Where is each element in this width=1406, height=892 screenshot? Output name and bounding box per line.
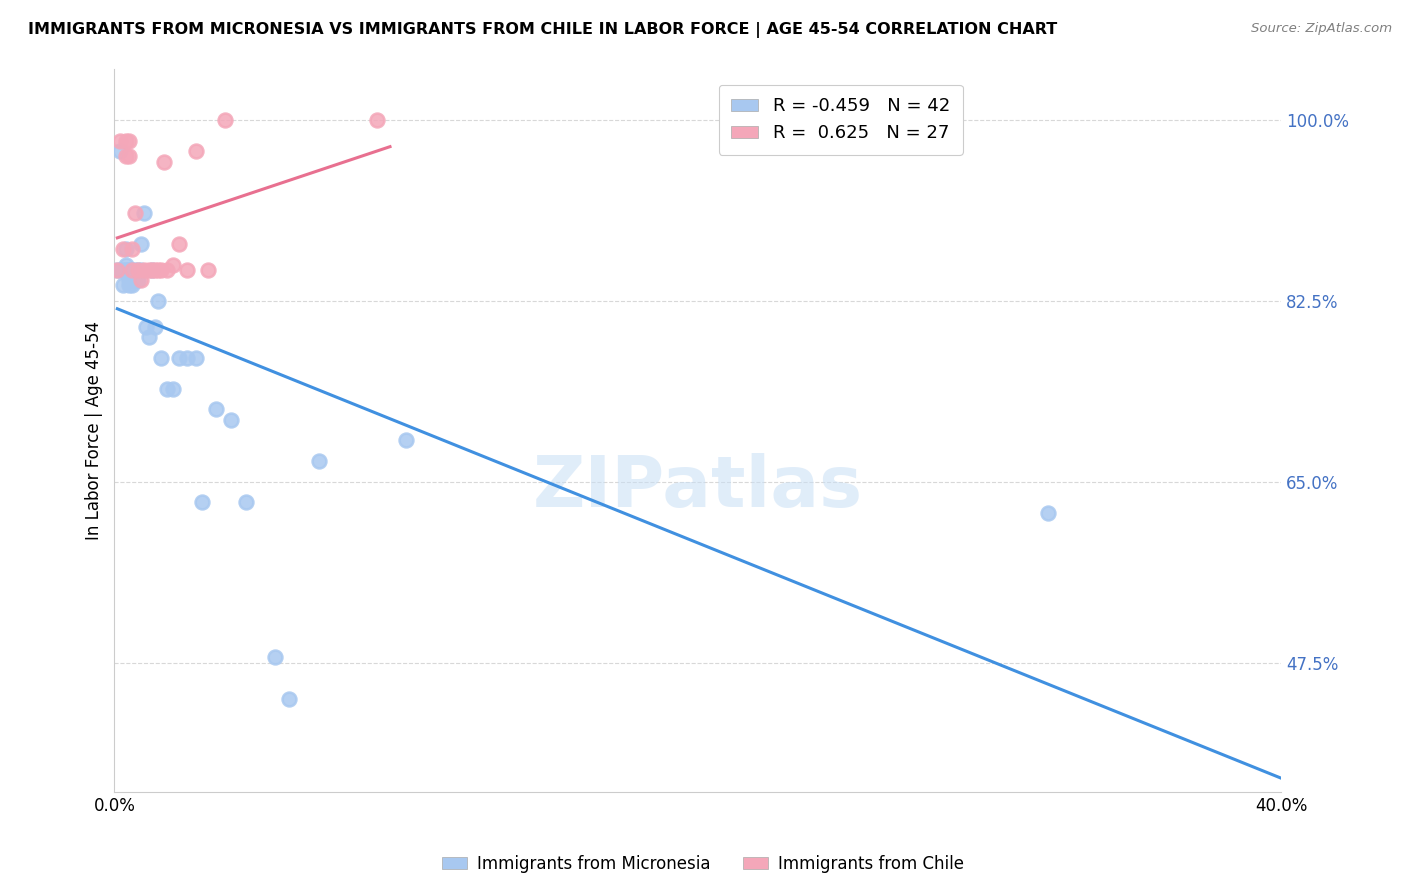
Legend: R = -0.459   N = 42, R =  0.625   N = 27: R = -0.459 N = 42, R = 0.625 N = 27	[718, 85, 963, 155]
Point	[121, 273, 143, 287]
Point	[110, 263, 132, 277]
Point	[127, 263, 149, 277]
Point	[115, 134, 138, 148]
Point	[129, 263, 152, 277]
Point	[118, 149, 141, 163]
Point	[129, 273, 152, 287]
Point	[366, 113, 388, 128]
Point	[112, 263, 135, 277]
Point	[156, 382, 179, 396]
Point	[127, 273, 149, 287]
Point	[127, 263, 149, 277]
Point	[184, 351, 207, 365]
Point	[162, 258, 184, 272]
Point	[138, 263, 160, 277]
Point	[167, 237, 190, 252]
Point	[141, 263, 163, 277]
Point	[235, 495, 257, 509]
Point	[129, 237, 152, 252]
Point	[150, 351, 173, 365]
Point	[121, 263, 143, 277]
Point	[135, 319, 157, 334]
Point	[110, 144, 132, 158]
Point	[121, 263, 143, 277]
Point	[1036, 506, 1059, 520]
Point	[184, 144, 207, 158]
Point	[124, 263, 146, 277]
Point	[124, 206, 146, 220]
Point	[118, 263, 141, 277]
Point	[143, 319, 166, 334]
Point	[105, 263, 128, 277]
Point	[278, 691, 301, 706]
Point	[121, 278, 143, 293]
Point	[112, 278, 135, 293]
Text: ZIPatlas: ZIPatlas	[533, 453, 863, 523]
Point	[162, 382, 184, 396]
Point	[167, 351, 190, 365]
Point	[115, 149, 138, 163]
Point	[146, 293, 169, 308]
Point	[141, 263, 163, 277]
Point	[118, 263, 141, 277]
Point	[146, 263, 169, 277]
Text: IMMIGRANTS FROM MICRONESIA VS IMMIGRANTS FROM CHILE IN LABOR FORCE | AGE 45-54 C: IMMIGRANTS FROM MICRONESIA VS IMMIGRANTS…	[28, 22, 1057, 38]
Point	[395, 434, 418, 448]
Point	[214, 113, 236, 128]
Point	[115, 243, 138, 257]
Point	[156, 263, 179, 277]
Point	[138, 330, 160, 344]
Y-axis label: In Labor Force | Age 45-54: In Labor Force | Age 45-54	[86, 320, 103, 540]
Point	[176, 263, 198, 277]
Point	[121, 243, 143, 257]
Point	[205, 402, 228, 417]
Point	[110, 134, 132, 148]
Point	[153, 154, 176, 169]
Point	[118, 278, 141, 293]
Point	[263, 650, 285, 665]
Point	[132, 263, 155, 277]
Point	[118, 273, 141, 287]
Point	[105, 263, 128, 277]
Point	[143, 263, 166, 277]
Point	[118, 134, 141, 148]
Legend: Immigrants from Micronesia, Immigrants from Chile: Immigrants from Micronesia, Immigrants f…	[434, 848, 972, 880]
Point	[191, 495, 214, 509]
Point	[124, 273, 146, 287]
Point	[197, 263, 219, 277]
Point	[132, 206, 155, 220]
Point	[176, 351, 198, 365]
Point	[115, 263, 138, 277]
Point	[112, 243, 135, 257]
Point	[115, 258, 138, 272]
Point	[219, 413, 242, 427]
Point	[308, 454, 330, 468]
Text: Source: ZipAtlas.com: Source: ZipAtlas.com	[1251, 22, 1392, 36]
Point	[150, 263, 173, 277]
